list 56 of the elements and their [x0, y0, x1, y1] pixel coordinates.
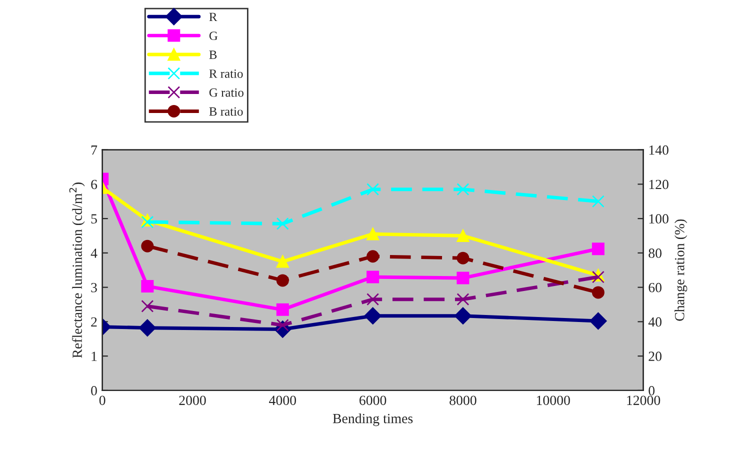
- legend-label: B: [209, 50, 217, 59]
- x-tick-label: 8000: [450, 396, 476, 406]
- y-tick-label: 0: [91, 386, 97, 396]
- x-tick-label: 12000: [627, 396, 660, 406]
- point: [366, 250, 380, 263]
- point: [366, 270, 380, 284]
- y2-tick-label: 140: [649, 145, 668, 155]
- y2-axis-title: Change ration (%): [674, 219, 688, 321]
- y-tick-label: 4: [90, 248, 98, 258]
- point: [590, 312, 607, 330]
- point: [276, 303, 289, 316]
- y2-tick-label: 40: [648, 317, 662, 327]
- y-tick-label: 1: [92, 352, 97, 361]
- x-tick-label: 10000: [536, 396, 570, 406]
- legend-label: G ratio: [209, 88, 244, 97]
- x-tick-label: 2000: [179, 396, 206, 406]
- y2-tick-label: 80: [648, 248, 662, 258]
- y2-tick-label: 0: [648, 386, 655, 396]
- point: [366, 228, 380, 240]
- legend-label: R: [209, 12, 218, 22]
- point: [276, 274, 289, 287]
- point: [141, 280, 154, 293]
- point: [366, 293, 380, 306]
- legend-label: G: [209, 32, 218, 40]
- x-tick-label: 0: [99, 396, 106, 406]
- x-tick-label: 4000: [269, 396, 296, 406]
- y-axis-title: Reflectance lumination (cd/m$^{2}$): [69, 182, 85, 358]
- y-tick-label: 3: [91, 282, 97, 292]
- y2-tick-label: 120: [649, 180, 668, 190]
- point: [364, 307, 382, 324]
- point: [456, 293, 470, 306]
- y2-tick-label: 100: [649, 214, 668, 224]
- y2-tick-label: 20: [648, 352, 662, 362]
- point: [592, 286, 604, 299]
- x-tick-label: 6000: [360, 396, 386, 406]
- legend-label: B ratio: [209, 107, 243, 116]
- point: [456, 230, 470, 242]
- x-axis-title: Bending times: [332, 413, 413, 426]
- point: [456, 272, 470, 284]
- point: [366, 183, 380, 196]
- y-tick-label: 6: [91, 180, 98, 190]
- point: [456, 252, 470, 264]
- y-tick-label: 7: [91, 146, 98, 155]
- point: [456, 183, 470, 196]
- point: [592, 242, 604, 256]
- legend-label: R ratio: [209, 69, 243, 78]
- point: [276, 255, 289, 268]
- point: [138, 319, 156, 336]
- y-tick-label: 5: [91, 214, 97, 224]
- point: [454, 307, 472, 324]
- y-tick-label: 2: [91, 317, 97, 327]
- point: [276, 217, 289, 230]
- point: [141, 300, 154, 312]
- point: [141, 240, 154, 252]
- y2-tick-label: 60: [648, 282, 662, 292]
- point: [592, 195, 604, 208]
